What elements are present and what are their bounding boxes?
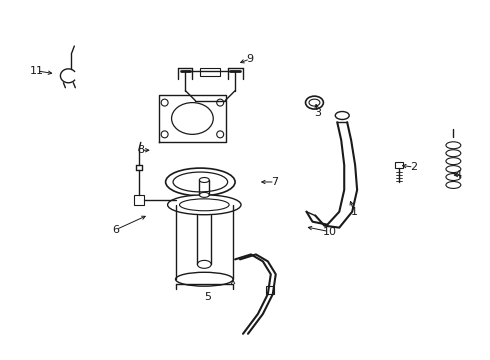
Text: 9: 9 (246, 54, 253, 64)
Text: 6: 6 (113, 225, 120, 235)
Ellipse shape (166, 168, 235, 196)
Ellipse shape (199, 192, 209, 197)
Ellipse shape (172, 103, 213, 134)
Ellipse shape (175, 272, 233, 286)
Bar (200, 68, 220, 76)
Ellipse shape (446, 181, 461, 188)
Text: 8: 8 (137, 145, 145, 155)
Circle shape (217, 131, 223, 138)
Text: 10: 10 (322, 226, 336, 237)
Ellipse shape (199, 177, 209, 183)
Ellipse shape (173, 172, 228, 192)
Circle shape (161, 131, 168, 138)
Ellipse shape (306, 96, 323, 109)
Bar (134, 195, 144, 205)
Ellipse shape (446, 174, 461, 180)
Ellipse shape (446, 158, 461, 165)
Ellipse shape (446, 150, 461, 157)
Circle shape (217, 99, 223, 106)
Text: 11: 11 (29, 66, 44, 76)
Text: 7: 7 (271, 177, 278, 187)
Text: 4: 4 (455, 170, 462, 180)
Bar (395, 162, 403, 168)
Text: 1: 1 (351, 207, 358, 217)
Text: 2: 2 (410, 162, 417, 172)
Ellipse shape (168, 195, 241, 215)
Text: 5: 5 (204, 292, 211, 302)
Ellipse shape (335, 112, 349, 120)
Bar (266, 286, 274, 294)
Ellipse shape (197, 260, 211, 268)
Ellipse shape (446, 166, 461, 172)
Ellipse shape (179, 199, 229, 211)
Ellipse shape (446, 142, 461, 149)
Text: 3: 3 (314, 108, 321, 117)
Ellipse shape (309, 99, 320, 106)
Circle shape (161, 99, 168, 106)
